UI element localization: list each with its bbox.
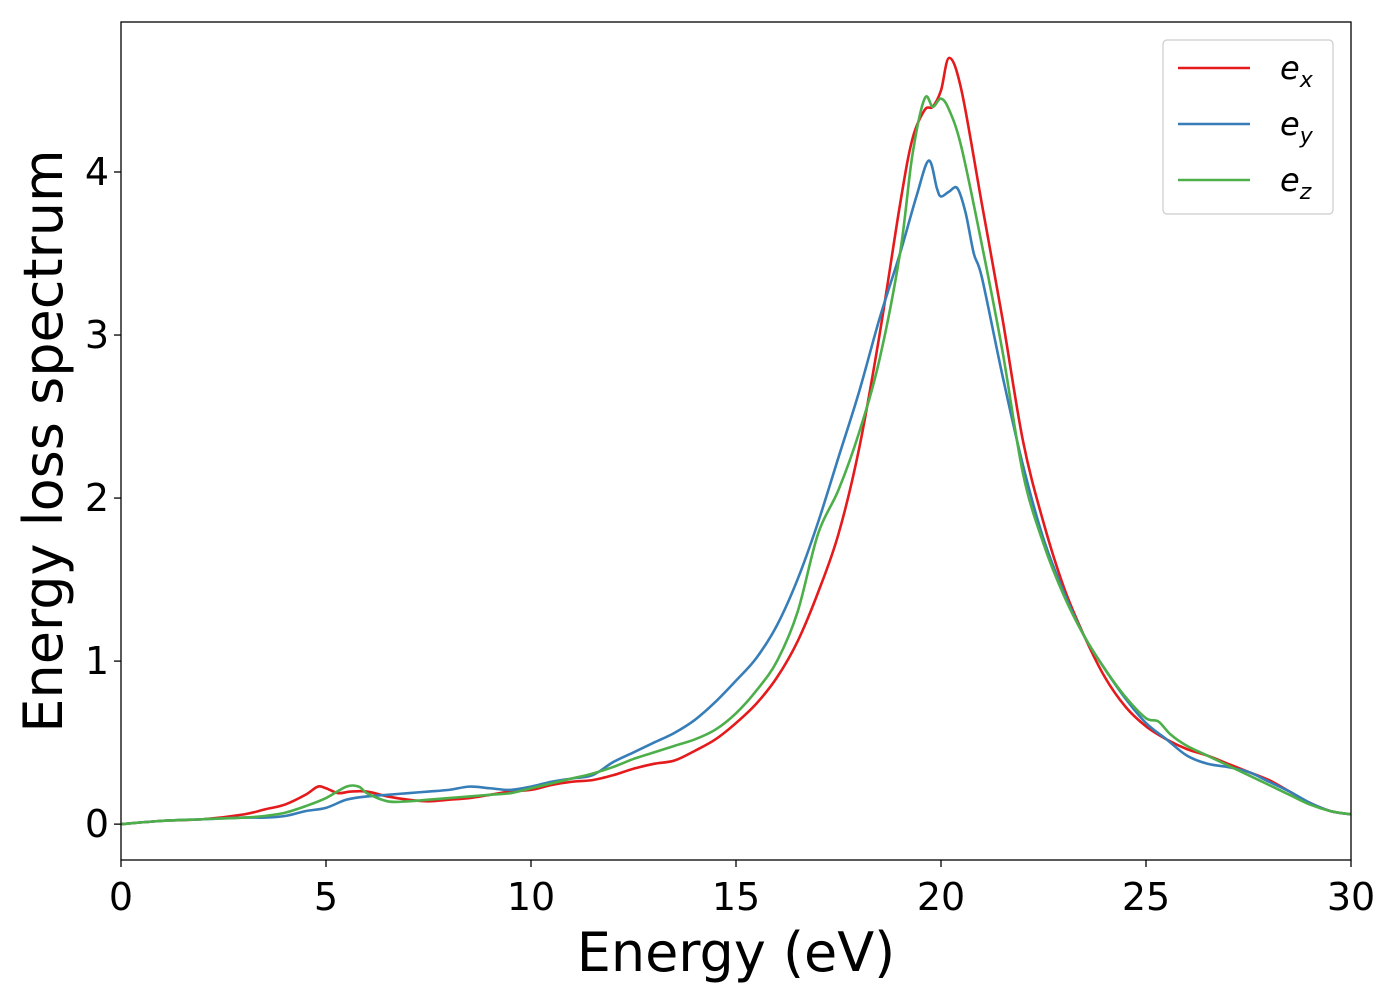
x-tick-label: 15 [712,875,760,919]
y-tick-label: 3 [85,313,109,357]
legend-label-z: ez [1280,161,1312,205]
y-axis-label: Energy loss spectrum [12,149,75,732]
x-tick-label: 20 [917,875,965,919]
y-tick-label: 2 [85,476,109,520]
legend-frame [1162,39,1334,215]
x-tick-label: 0 [109,875,133,919]
x-tick-label: 25 [1122,875,1170,919]
y-tick-label: 4 [85,150,109,194]
x-axis-ticks: 0 5 10 15 20 25 30 [109,860,1375,919]
x-axis-label: Energy (eV) [577,921,896,984]
y-tick-label: 1 [85,639,109,683]
x-tick-label: 5 [314,875,338,919]
y-tick-label: 0 [85,802,109,846]
x-tick-label: 30 [1327,875,1375,919]
series-layer [120,56,1352,826]
y-axis-ticks: 0 1 2 3 4 [85,150,121,846]
plot-area [121,22,1351,860]
series-line-y [120,159,1352,826]
legend-items: ex ey ez [1178,49,1314,205]
x-tick-label: 10 [507,875,555,919]
legend: ex ey ez [1162,39,1334,215]
series-line-z [120,95,1352,826]
legend-label-x: ex [1280,49,1314,93]
legend-label-y: ey [1280,105,1314,149]
